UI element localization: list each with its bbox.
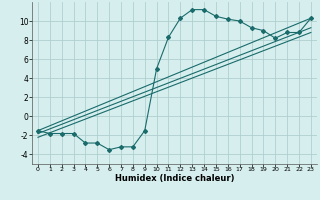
X-axis label: Humidex (Indice chaleur): Humidex (Indice chaleur) <box>115 174 234 183</box>
